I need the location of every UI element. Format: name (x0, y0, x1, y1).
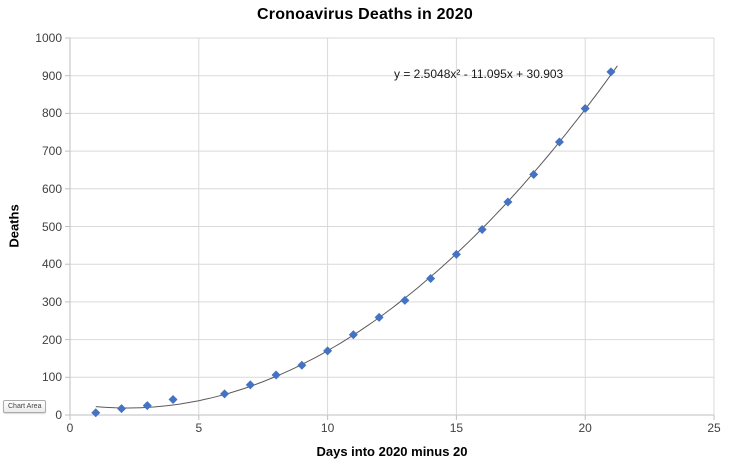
data-point[interactable] (168, 395, 178, 405)
chart-area-tooltip: Chart Area (3, 400, 47, 413)
x-tick-label: 25 (707, 421, 721, 435)
data-point[interactable] (348, 330, 358, 340)
data-point[interactable] (142, 401, 152, 411)
y-tick-label: 500 (41, 219, 62, 234)
trendline[interactable] (95, 65, 618, 409)
y-tick-label: 700 (41, 144, 62, 159)
y-tick-label: 1000 (35, 31, 62, 45)
data-point[interactable] (91, 408, 101, 418)
y-tick-label: 200 (41, 332, 62, 347)
data-point[interactable] (477, 225, 487, 235)
x-tick-label: 15 (449, 421, 464, 435)
data-point[interactable] (529, 169, 539, 179)
chart-title[interactable]: Cronoavirus Deaths in 2020 (257, 6, 473, 23)
y-axis-title[interactable]: Deaths (6, 204, 22, 248)
x-tick-label: 20 (578, 421, 592, 435)
data-point[interactable] (297, 360, 307, 370)
x-axis-title[interactable]: Days into 2020 minus 20 (316, 444, 468, 459)
data-point[interactable] (271, 370, 281, 380)
data-point[interactable] (117, 404, 127, 414)
trendline-equation-label[interactable]: y = 2.5048x² - 11.095x + 30.903 (394, 67, 564, 81)
data-point[interactable] (400, 295, 410, 305)
x-tick-label: 0 (66, 421, 74, 435)
data-point[interactable] (220, 389, 230, 399)
y-tick-label: 800 (41, 106, 62, 121)
data-point[interactable] (606, 67, 616, 77)
data-point[interactable] (451, 249, 461, 259)
y-tick-label: 400 (41, 257, 62, 272)
y-tick-label: 300 (41, 294, 62, 309)
y-tick-label: 600 (41, 181, 62, 196)
data-point[interactable] (580, 103, 590, 114)
y-tick-label: 0 (55, 408, 62, 422)
x-tick-label: 5 (195, 421, 203, 435)
x-tick-label: 10 (320, 421, 335, 435)
data-point[interactable] (245, 380, 255, 390)
y-tick-label: 900 (41, 68, 62, 83)
data-point[interactable] (426, 274, 436, 284)
data-point[interactable] (503, 197, 513, 207)
y-tick-label: 100 (41, 370, 62, 385)
data-point[interactable] (323, 346, 333, 356)
data-point[interactable] (554, 137, 564, 147)
data-point[interactable] (374, 312, 384, 322)
